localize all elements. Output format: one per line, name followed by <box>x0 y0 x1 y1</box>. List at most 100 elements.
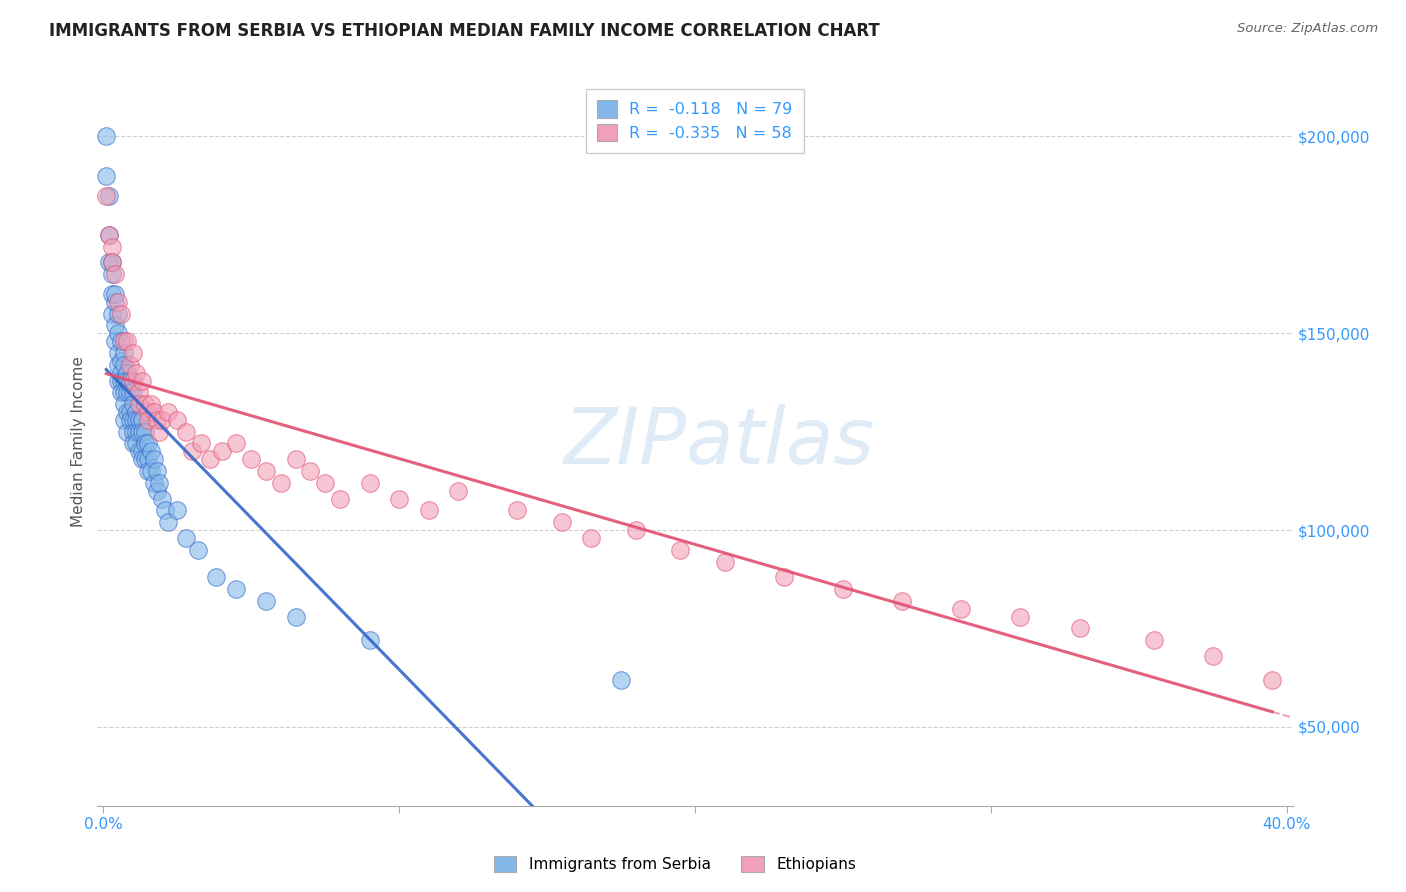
Point <box>174 425 197 439</box>
Point <box>104 267 127 281</box>
Point <box>107 358 129 372</box>
Point <box>115 425 138 439</box>
Point <box>772 570 794 584</box>
Point <box>118 358 141 372</box>
Point <box>112 385 135 400</box>
Point <box>152 413 174 427</box>
Point <box>96 169 118 183</box>
Point <box>110 307 132 321</box>
Point <box>121 385 143 400</box>
Point <box>314 475 336 490</box>
Point <box>125 366 148 380</box>
Point <box>128 385 150 400</box>
Point <box>115 385 138 400</box>
Point <box>115 374 138 388</box>
Point <box>148 425 170 439</box>
Point <box>134 397 156 411</box>
Point <box>118 385 141 400</box>
Point <box>112 358 135 372</box>
Point <box>115 405 138 419</box>
Point <box>254 594 277 608</box>
Point <box>152 491 174 506</box>
Point <box>166 503 188 517</box>
Point <box>134 425 156 439</box>
Point <box>1261 673 1284 687</box>
Point <box>136 452 159 467</box>
Text: ZIPatlas: ZIPatlas <box>564 403 875 480</box>
Point <box>96 129 118 144</box>
Point <box>166 413 188 427</box>
Point <box>115 334 138 348</box>
Point <box>107 307 129 321</box>
Point <box>101 307 124 321</box>
Point <box>136 405 159 419</box>
Point <box>101 240 124 254</box>
Point <box>506 503 529 517</box>
Point <box>118 405 141 419</box>
Point <box>128 413 150 427</box>
Text: IMMIGRANTS FROM SERBIA VS ETHIOPIAN MEDIAN FAMILY INCOME CORRELATION CHART: IMMIGRANTS FROM SERBIA VS ETHIOPIAN MEDI… <box>49 22 880 40</box>
Point <box>581 531 603 545</box>
Point <box>142 405 165 419</box>
Point <box>204 570 226 584</box>
Point <box>112 334 135 348</box>
Point <box>1202 648 1225 663</box>
Point <box>104 318 127 333</box>
Point <box>299 464 322 478</box>
Point <box>157 405 180 419</box>
Point <box>142 475 165 490</box>
Point <box>110 385 132 400</box>
Point <box>121 346 143 360</box>
Point <box>101 255 124 269</box>
Point <box>125 405 148 419</box>
Point <box>121 425 143 439</box>
Point <box>1069 622 1091 636</box>
Point <box>107 346 129 360</box>
Point <box>112 397 135 411</box>
Point <box>225 436 247 450</box>
Point <box>1010 609 1032 624</box>
Point <box>329 491 352 506</box>
Point <box>104 294 127 309</box>
Point <box>104 287 127 301</box>
Point <box>610 673 633 687</box>
Text: Source: ZipAtlas.com: Source: ZipAtlas.com <box>1237 22 1378 36</box>
Point <box>121 413 143 427</box>
Legend: Immigrants from Serbia, Ethiopians: Immigrants from Serbia, Ethiopians <box>486 848 863 880</box>
Point <box>139 464 162 478</box>
Point <box>101 255 124 269</box>
Point <box>187 542 209 557</box>
Point <box>101 287 124 301</box>
Point <box>125 425 148 439</box>
Point <box>104 334 127 348</box>
Point <box>551 515 574 529</box>
Point <box>118 413 141 427</box>
Point <box>98 188 121 202</box>
Point <box>128 397 150 411</box>
Point <box>142 452 165 467</box>
Point <box>284 452 307 467</box>
Point <box>359 633 381 648</box>
Point <box>190 436 212 450</box>
Point <box>131 425 153 439</box>
Point <box>115 366 138 380</box>
Point <box>128 425 150 439</box>
Point <box>891 594 914 608</box>
Point <box>418 503 440 517</box>
Point <box>174 531 197 545</box>
Point <box>139 397 162 411</box>
Point <box>136 464 159 478</box>
Point <box>134 452 156 467</box>
Point <box>284 609 307 624</box>
Point <box>198 452 221 467</box>
Legend: R =  -0.118   N = 79, R =  -0.335   N = 58: R = -0.118 N = 79, R = -0.335 N = 58 <box>586 89 804 153</box>
Point <box>131 413 153 427</box>
Point <box>101 267 124 281</box>
Point <box>112 413 135 427</box>
Point <box>131 374 153 388</box>
Point <box>107 326 129 341</box>
Point <box>128 444 150 458</box>
Point <box>270 475 292 490</box>
Point <box>136 413 159 427</box>
Point <box>131 452 153 467</box>
